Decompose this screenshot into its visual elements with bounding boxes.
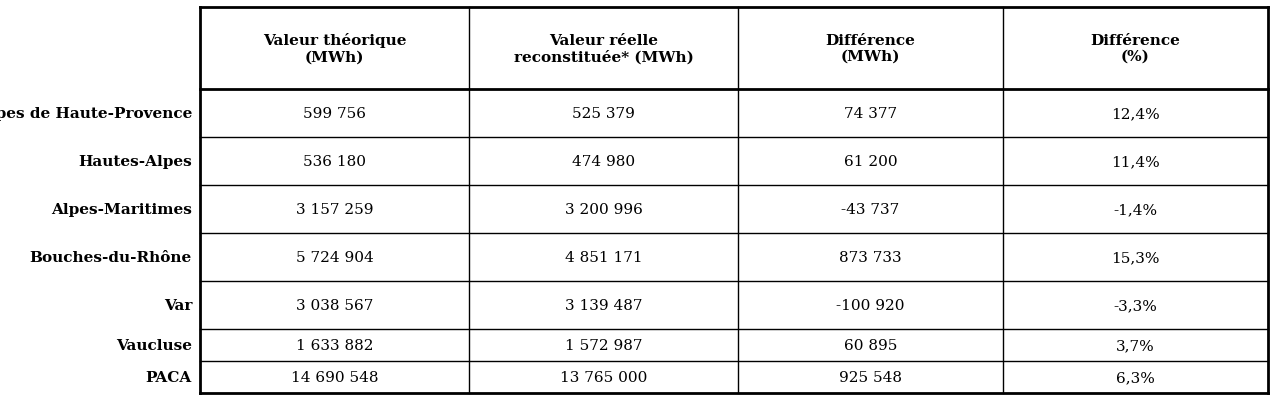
Text: Différence
(%): Différence (%) [1091,34,1180,64]
Text: 12,4%: 12,4% [1111,107,1160,121]
Text: Valeur théorique
(MWh): Valeur théorique (MWh) [263,33,406,65]
Text: Bouches-du-Rhône: Bouches-du-Rhône [29,250,191,264]
Text: 1 633 882: 1 633 882 [296,338,374,352]
Text: 4 851 171: 4 851 171 [565,250,642,264]
Text: Valeur réelle
reconstituée* (MWh): Valeur réelle reconstituée* (MWh) [513,34,693,64]
Text: Différence
(MWh): Différence (MWh) [826,34,915,64]
Text: -100 920: -100 920 [836,298,905,312]
Text: Var: Var [163,298,191,312]
Text: 14 690 548: 14 690 548 [291,370,378,384]
Text: 536 180: 536 180 [302,155,366,168]
Text: 3 200 996: 3 200 996 [564,203,642,217]
Text: -1,4%: -1,4% [1114,203,1157,217]
Text: PACA: PACA [145,370,191,384]
Text: 3 038 567: 3 038 567 [296,298,373,312]
Text: 3,7%: 3,7% [1116,338,1155,352]
Text: 13 765 000: 13 765 000 [560,370,647,384]
Text: 1 572 987: 1 572 987 [565,338,642,352]
Text: 3 157 259: 3 157 259 [296,203,374,217]
Text: 525 379: 525 379 [572,107,635,121]
Text: 11,4%: 11,4% [1111,155,1160,168]
Text: -43 737: -43 737 [841,203,900,217]
Text: 61 200: 61 200 [843,155,897,168]
Text: Alpes de Haute-Provence: Alpes de Haute-Provence [0,107,191,121]
Text: 74 377: 74 377 [843,107,897,121]
Text: 5 724 904: 5 724 904 [296,250,374,264]
Text: 60 895: 60 895 [843,338,897,352]
Text: 6,3%: 6,3% [1116,370,1155,384]
Text: Alpes-Maritimes: Alpes-Maritimes [51,203,191,217]
Text: -3,3%: -3,3% [1114,298,1157,312]
Text: 3 139 487: 3 139 487 [565,298,642,312]
Text: 599 756: 599 756 [302,107,366,121]
Text: 873 733: 873 733 [840,250,902,264]
Text: Vaucluse: Vaucluse [116,338,191,352]
Text: 925 548: 925 548 [840,370,902,384]
Text: 474 980: 474 980 [572,155,635,168]
Text: 15,3%: 15,3% [1111,250,1160,264]
Text: Hautes-Alpes: Hautes-Alpes [78,155,191,168]
